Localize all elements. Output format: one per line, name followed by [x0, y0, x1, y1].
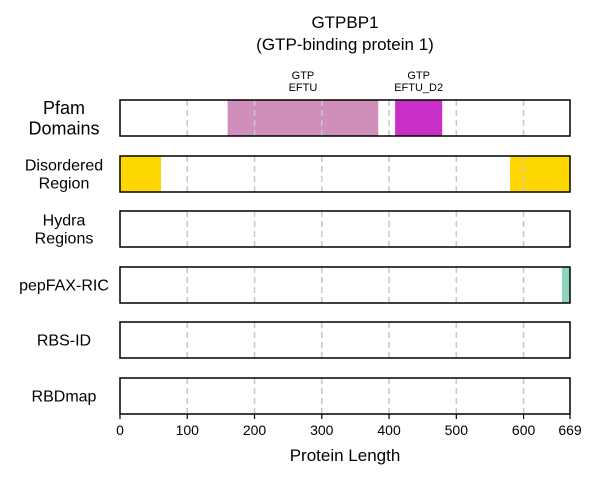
track-label: RBS-ID: [37, 333, 91, 350]
track-label-line: Regions: [35, 231, 94, 248]
track-label-line: Pfam: [43, 98, 85, 118]
track-label-line: Disordered: [25, 158, 103, 175]
track-background: [120, 156, 570, 192]
feature-label-line: EFTU_D2: [394, 82, 443, 94]
track-frame: [119, 321, 571, 359]
track-5: RBS-ID: [37, 321, 571, 359]
track-label: Pfam Domains: [28, 98, 99, 138]
track-label-line: Domains: [28, 118, 99, 138]
track-label: Hydra Regions: [35, 213, 94, 248]
track-label-line: RBS-ID: [37, 333, 91, 350]
track-background: [120, 322, 570, 358]
track-frame: [119, 377, 571, 415]
feature-label: GTP EFTU: [289, 70, 318, 94]
feature-bar: [227, 100, 379, 136]
feature-bar: [120, 156, 162, 192]
x-tick-label: 600: [512, 422, 536, 438]
track-background: [120, 267, 570, 303]
x-tick-label: 669: [558, 422, 582, 438]
track-3: Hydra Regions: [35, 210, 571, 248]
x-tick-label: 200: [243, 422, 267, 438]
track-6: RBDmap: [32, 377, 571, 415]
track-label: Disordered Region: [25, 158, 103, 193]
track-label-line: pepFAX-RIC: [19, 278, 109, 295]
chart-title: GTPBP1: [311, 13, 378, 32]
track-label: pepFAX-RIC: [19, 278, 109, 295]
feature-bar: [510, 156, 570, 192]
feature-bar: [395, 100, 443, 136]
x-tick-label: 300: [310, 422, 334, 438]
chart-subtitle: (GTP-binding protein 1): [256, 35, 434, 54]
track-frame: [119, 155, 571, 193]
track-frame: [119, 210, 571, 248]
x-axis-label: Protein Length: [290, 446, 401, 465]
track-label: RBDmap: [32, 389, 97, 406]
track-frame: [119, 99, 571, 137]
track-label-line: Hydra: [43, 213, 86, 230]
track-frame: [119, 266, 571, 304]
track-4: pepFAX-RIC: [19, 266, 571, 304]
feature-label-line: EFTU: [289, 82, 318, 94]
feature-label-line: GTP: [292, 70, 315, 82]
track-label-line: Region: [39, 176, 90, 193]
x-tick-label: 0: [116, 422, 124, 438]
track-background: [120, 211, 570, 247]
track-background: [120, 378, 570, 414]
x-axis: 0 100 200 300 400 500 600 669: [116, 414, 582, 438]
feature-label-line: GTP: [407, 70, 430, 82]
track-label-line: RBDmap: [32, 389, 97, 406]
feature-bar: [561, 267, 570, 303]
x-tick-label: 400: [377, 422, 401, 438]
x-tick-label: 100: [176, 422, 200, 438]
feature-label: GTP EFTU_D2: [394, 70, 443, 94]
track-2: Disordered Region: [25, 155, 571, 193]
x-tick-label: 500: [445, 422, 469, 438]
